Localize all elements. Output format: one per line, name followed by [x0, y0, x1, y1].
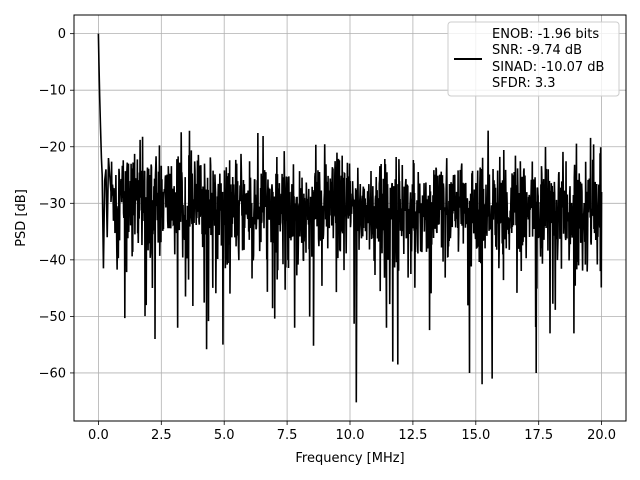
plot-area	[97, 33, 603, 403]
x-tick-label: 7.5	[277, 428, 298, 443]
x-axis-label: Frequency [MHz]	[295, 451, 404, 466]
y-tick-label: −50	[39, 310, 66, 325]
legend-sfdr: SFDR: 3.3	[492, 76, 556, 91]
y-tick-label: 0	[58, 27, 66, 42]
y-tick-label: −60	[39, 366, 66, 381]
legend-enob: ENOB: -1.96 bits	[492, 27, 599, 42]
x-tick-label: 10.0	[336, 428, 365, 443]
x-axis-ticks: 0.0 2.5 5.0 7.5 10.0 12.5 15.0 17.5 20.0	[88, 421, 616, 443]
x-tick-label: 5.0	[214, 428, 235, 443]
y-tick-label: −20	[39, 140, 66, 155]
y-axis-label: PSD [dB]	[14, 189, 29, 247]
legend-snr: SNR: -9.74 dB	[492, 43, 582, 58]
x-tick-label: 17.5	[524, 428, 553, 443]
legend-box	[447, 21, 620, 97]
y-tick-label: −10	[39, 84, 66, 99]
x-tick-label: 20.0	[587, 428, 616, 443]
legend-sinad: SINAD: -10.07 dB	[492, 60, 604, 75]
x-tick-label: 2.5	[151, 428, 172, 443]
x-tick-label: 12.5	[398, 428, 427, 443]
y-tick-label: −40	[39, 253, 66, 268]
x-tick-label: 0.0	[88, 428, 109, 443]
psd-series-line	[97, 33, 603, 403]
x-tick-label: 15.0	[461, 428, 490, 443]
y-tick-label: −30	[39, 197, 66, 212]
y-axis-ticks: 0 −10 −20 −30 −40 −50 −60	[39, 27, 74, 381]
legend: ENOB: -1.96 bits SNR: -9.74 dB SINAD: -1…	[447, 21, 620, 97]
